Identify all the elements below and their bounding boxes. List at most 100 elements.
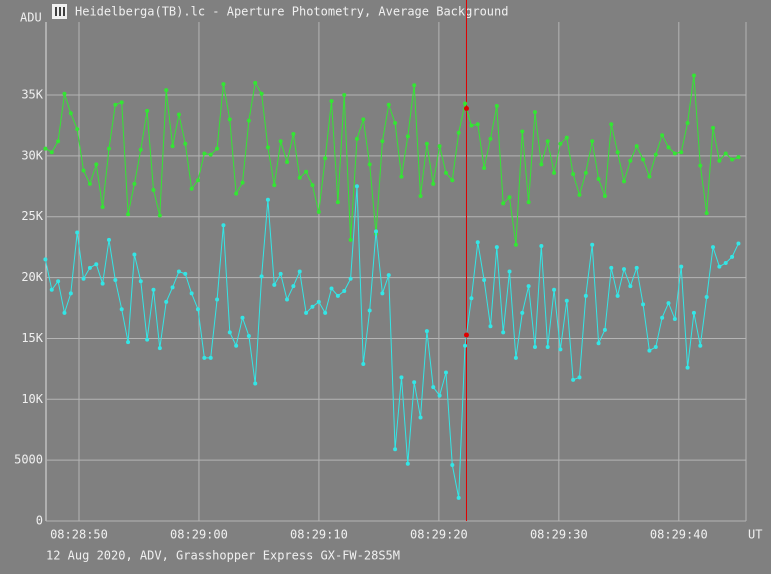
data-point bbox=[520, 310, 525, 315]
data-point bbox=[602, 327, 607, 332]
data-point bbox=[545, 139, 550, 144]
data-point bbox=[539, 162, 544, 167]
data-point bbox=[106, 146, 111, 151]
x-tick-label: 08:29:20 bbox=[410, 528, 468, 542]
data-point bbox=[424, 329, 429, 334]
data-point bbox=[234, 343, 239, 348]
data-point bbox=[170, 285, 175, 290]
x-tick-label: 08:29:00 bbox=[170, 528, 228, 542]
data-point bbox=[590, 242, 595, 247]
data-point bbox=[87, 265, 92, 270]
data-point bbox=[602, 194, 607, 199]
y-tick-label: 30K bbox=[21, 148, 43, 162]
y-tick-label: 5000 bbox=[14, 453, 43, 467]
x-tick-label: 08:29:40 bbox=[650, 528, 708, 542]
data-point bbox=[469, 296, 474, 301]
data-point bbox=[323, 156, 328, 161]
data-point bbox=[215, 297, 220, 302]
data-point bbox=[393, 121, 398, 126]
data-point bbox=[348, 237, 353, 242]
data-point bbox=[450, 463, 455, 468]
data-point bbox=[482, 278, 487, 283]
data-point bbox=[450, 178, 455, 183]
data-point bbox=[380, 291, 385, 296]
data-point bbox=[106, 237, 111, 242]
data-point bbox=[253, 80, 258, 85]
data-point bbox=[634, 265, 639, 270]
y-tick-label: 20K bbox=[21, 270, 43, 284]
data-point bbox=[717, 264, 722, 269]
data-point bbox=[660, 315, 665, 320]
data-point bbox=[507, 269, 512, 274]
data-point bbox=[660, 133, 665, 138]
data-point bbox=[56, 279, 61, 284]
x-tick-label: 08:29:30 bbox=[530, 528, 588, 542]
data-point bbox=[456, 130, 461, 135]
data-point bbox=[94, 162, 99, 167]
data-point bbox=[723, 260, 728, 265]
data-point bbox=[164, 299, 169, 304]
data-point bbox=[558, 347, 563, 352]
data-point bbox=[526, 200, 531, 205]
data-point bbox=[558, 141, 563, 146]
data-point bbox=[520, 129, 525, 134]
data-point bbox=[208, 152, 213, 157]
data-point bbox=[679, 150, 684, 155]
data-point bbox=[361, 117, 366, 122]
data-point bbox=[399, 375, 404, 380]
data-point bbox=[399, 174, 404, 179]
data-point bbox=[94, 262, 99, 267]
data-point bbox=[380, 139, 385, 144]
data-point bbox=[157, 213, 162, 218]
data-point bbox=[316, 299, 321, 304]
data-point bbox=[698, 163, 703, 168]
data-point bbox=[463, 101, 468, 106]
data-point bbox=[176, 112, 181, 117]
data-point bbox=[437, 393, 442, 398]
data-point bbox=[202, 151, 207, 156]
data-point bbox=[113, 102, 118, 107]
data-point bbox=[151, 287, 156, 292]
data-point bbox=[43, 146, 48, 151]
data-point bbox=[685, 121, 690, 126]
data-point bbox=[571, 172, 576, 177]
data-point bbox=[87, 181, 92, 186]
data-point bbox=[208, 355, 213, 360]
data-point bbox=[641, 157, 646, 162]
data-point bbox=[526, 284, 531, 289]
data-point bbox=[621, 267, 626, 272]
data-point bbox=[405, 461, 410, 466]
data-point bbox=[437, 144, 442, 149]
y-tick-label: 15K bbox=[21, 331, 43, 345]
data-point bbox=[138, 147, 143, 152]
data-point bbox=[132, 252, 137, 257]
data-point bbox=[68, 111, 73, 116]
data-point bbox=[488, 136, 493, 141]
data-point bbox=[176, 269, 181, 274]
data-point bbox=[456, 495, 461, 500]
data-point bbox=[151, 187, 156, 192]
data-point bbox=[100, 204, 105, 209]
y-tick-label: 35K bbox=[21, 88, 43, 102]
data-point bbox=[501, 330, 506, 335]
data-point bbox=[183, 271, 188, 276]
data-point bbox=[628, 284, 633, 289]
data-point bbox=[138, 279, 143, 284]
data-point bbox=[571, 377, 576, 382]
data-point bbox=[513, 242, 518, 247]
data-point bbox=[323, 310, 328, 315]
data-point bbox=[56, 139, 61, 144]
data-point bbox=[412, 83, 417, 88]
data-point bbox=[513, 355, 518, 360]
data-point bbox=[736, 155, 741, 160]
data-point bbox=[49, 287, 54, 292]
data-point bbox=[653, 152, 658, 157]
data-point bbox=[195, 178, 200, 183]
data-point bbox=[730, 254, 735, 259]
data-point bbox=[615, 150, 620, 155]
data-point bbox=[494, 103, 499, 108]
data-point bbox=[259, 91, 264, 96]
data-point bbox=[443, 370, 448, 375]
